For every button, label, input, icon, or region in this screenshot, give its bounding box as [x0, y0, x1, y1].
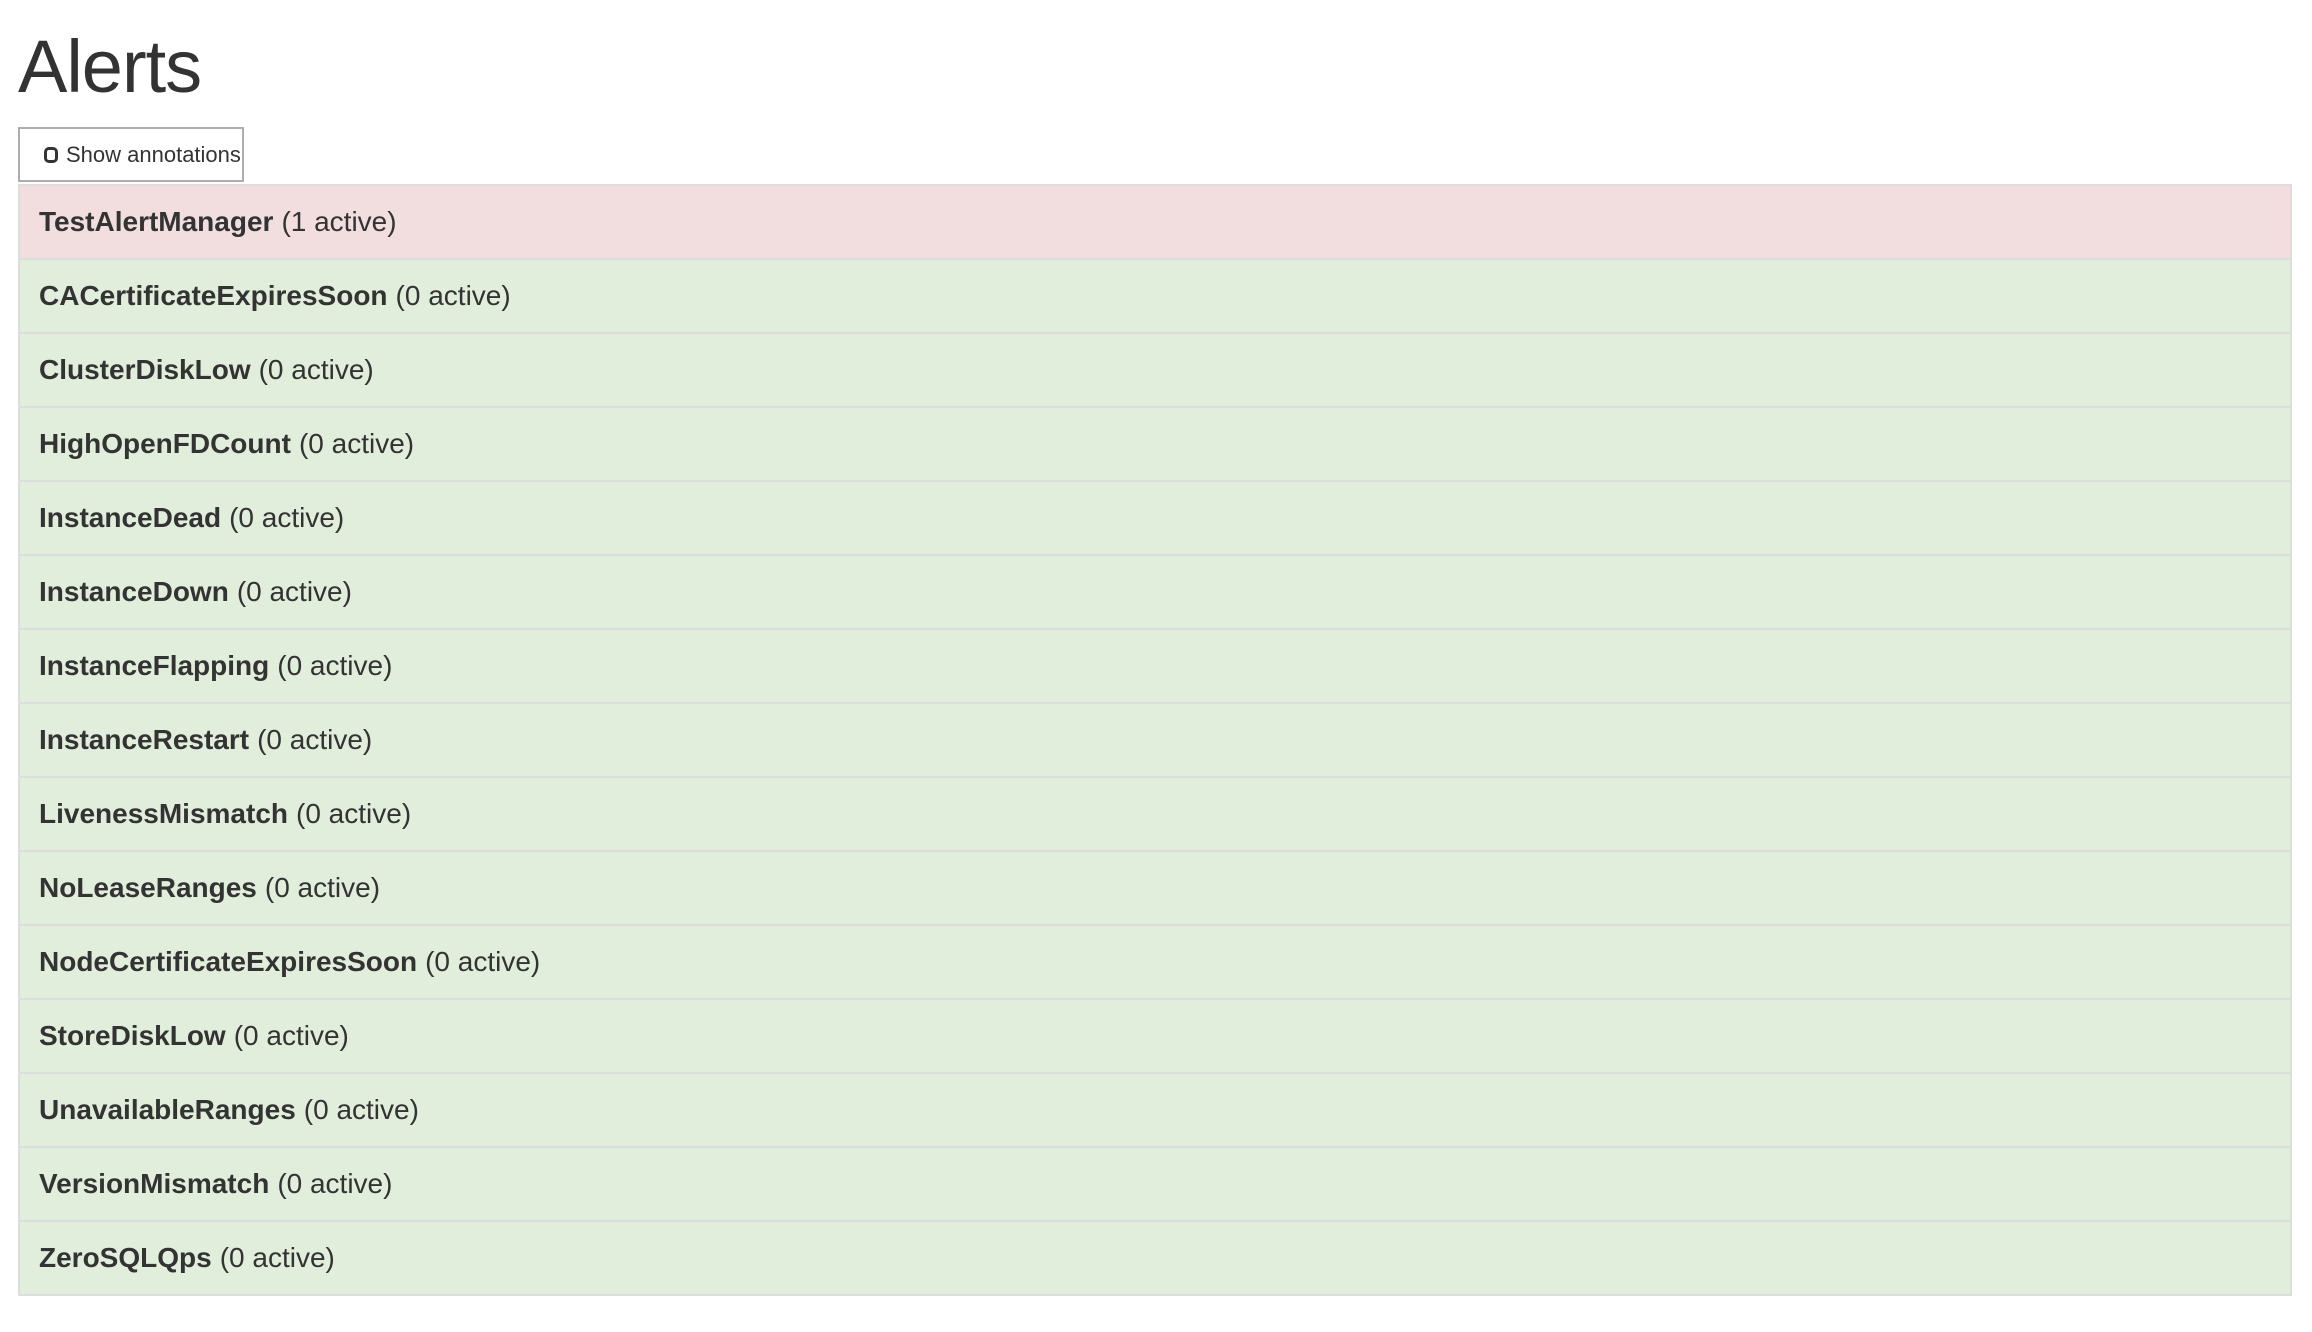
alert-active-count: (0 active) [233, 1020, 349, 1051]
alert-active-count: (0 active) [264, 872, 381, 903]
alert-name: VersionMismatch [39, 1168, 270, 1199]
alert-row[interactable]: UnavailableRanges (0 active) [20, 1072, 2290, 1146]
show-annotations-label: Show annotations [66, 141, 241, 167]
alert-name: StoreDiskLow [39, 1020, 226, 1051]
alert-active-count: (0 active) [296, 798, 412, 829]
alert-name: InstanceDown [39, 576, 229, 607]
alert-active-count: (0 active) [229, 502, 345, 533]
alert-row[interactable]: CACertificateExpiresSoon (0 active) [20, 258, 2290, 332]
alert-row[interactable]: LivenessMismatch (0 active) [20, 776, 2290, 850]
alert-active-count: (0 active) [298, 428, 415, 459]
alert-name: NoLeaseRanges [39, 872, 257, 903]
alert-active-count: (0 active) [257, 724, 373, 755]
alert-name: UnavailableRanges [39, 1094, 296, 1125]
alert-active-count: (0 active) [277, 1168, 393, 1199]
alert-active-count: (0 active) [277, 650, 393, 681]
alert-name: CACertificateExpiresSoon [39, 280, 388, 311]
alert-active-count: (0 active) [395, 280, 511, 311]
alert-row[interactable]: TestAlertManager (1 active) [20, 184, 2290, 258]
alert-name: ClusterDiskLow [39, 354, 251, 385]
alert-row[interactable]: InstanceRestart (0 active) [20, 702, 2290, 776]
alert-active-count: (0 active) [219, 1242, 335, 1273]
alert-name: InstanceRestart [39, 724, 250, 755]
alert-row[interactable]: StoreDiskLow (0 active) [20, 998, 2290, 1072]
alert-row[interactable]: VersionMismatch (0 active) [20, 1146, 2290, 1220]
alert-name: HighOpenFDCount [39, 428, 291, 459]
alert-row[interactable]: ZeroSQLQps (0 active) [20, 1220, 2290, 1294]
page-title: Alerts [18, 25, 202, 108]
alert-name: TestAlertManager [39, 206, 274, 237]
alert-row[interactable]: InstanceDead (0 active) [20, 480, 2290, 554]
show-annotations-button[interactable]: Show annotations [18, 127, 244, 182]
checkbox-icon[interactable] [44, 146, 58, 163]
alert-active-count: (0 active) [303, 1094, 419, 1125]
alert-active-count: (0 active) [425, 946, 541, 977]
alert-row[interactable]: HighOpenFDCount (0 active) [20, 406, 2290, 480]
alert-row[interactable]: NodeCertificateExpiresSoon (0 active) [20, 924, 2290, 998]
alert-row[interactable]: ClusterDiskLow (0 active) [20, 332, 2290, 406]
alert-active-count: (0 active) [236, 576, 352, 607]
alert-name: NodeCertificateExpiresSoon [39, 946, 418, 977]
alert-row[interactable]: InstanceDown (0 active) [20, 554, 2290, 628]
alert-name: LivenessMismatch [39, 798, 288, 829]
alert-name: InstanceFlapping [39, 650, 270, 681]
alert-active-count: (1 active) [281, 206, 397, 237]
alert-row[interactable]: NoLeaseRanges (0 active) [20, 850, 2290, 924]
alert-list: TestAlertManager (1 active) CACertificateE… [18, 184, 2292, 1296]
alert-row[interactable]: InstanceFlapping (0 active) [20, 628, 2290, 702]
alert-active-count: (0 active) [258, 354, 374, 385]
alert-name: InstanceDead [39, 502, 222, 533]
alert-name: ZeroSQLQps [39, 1242, 212, 1273]
